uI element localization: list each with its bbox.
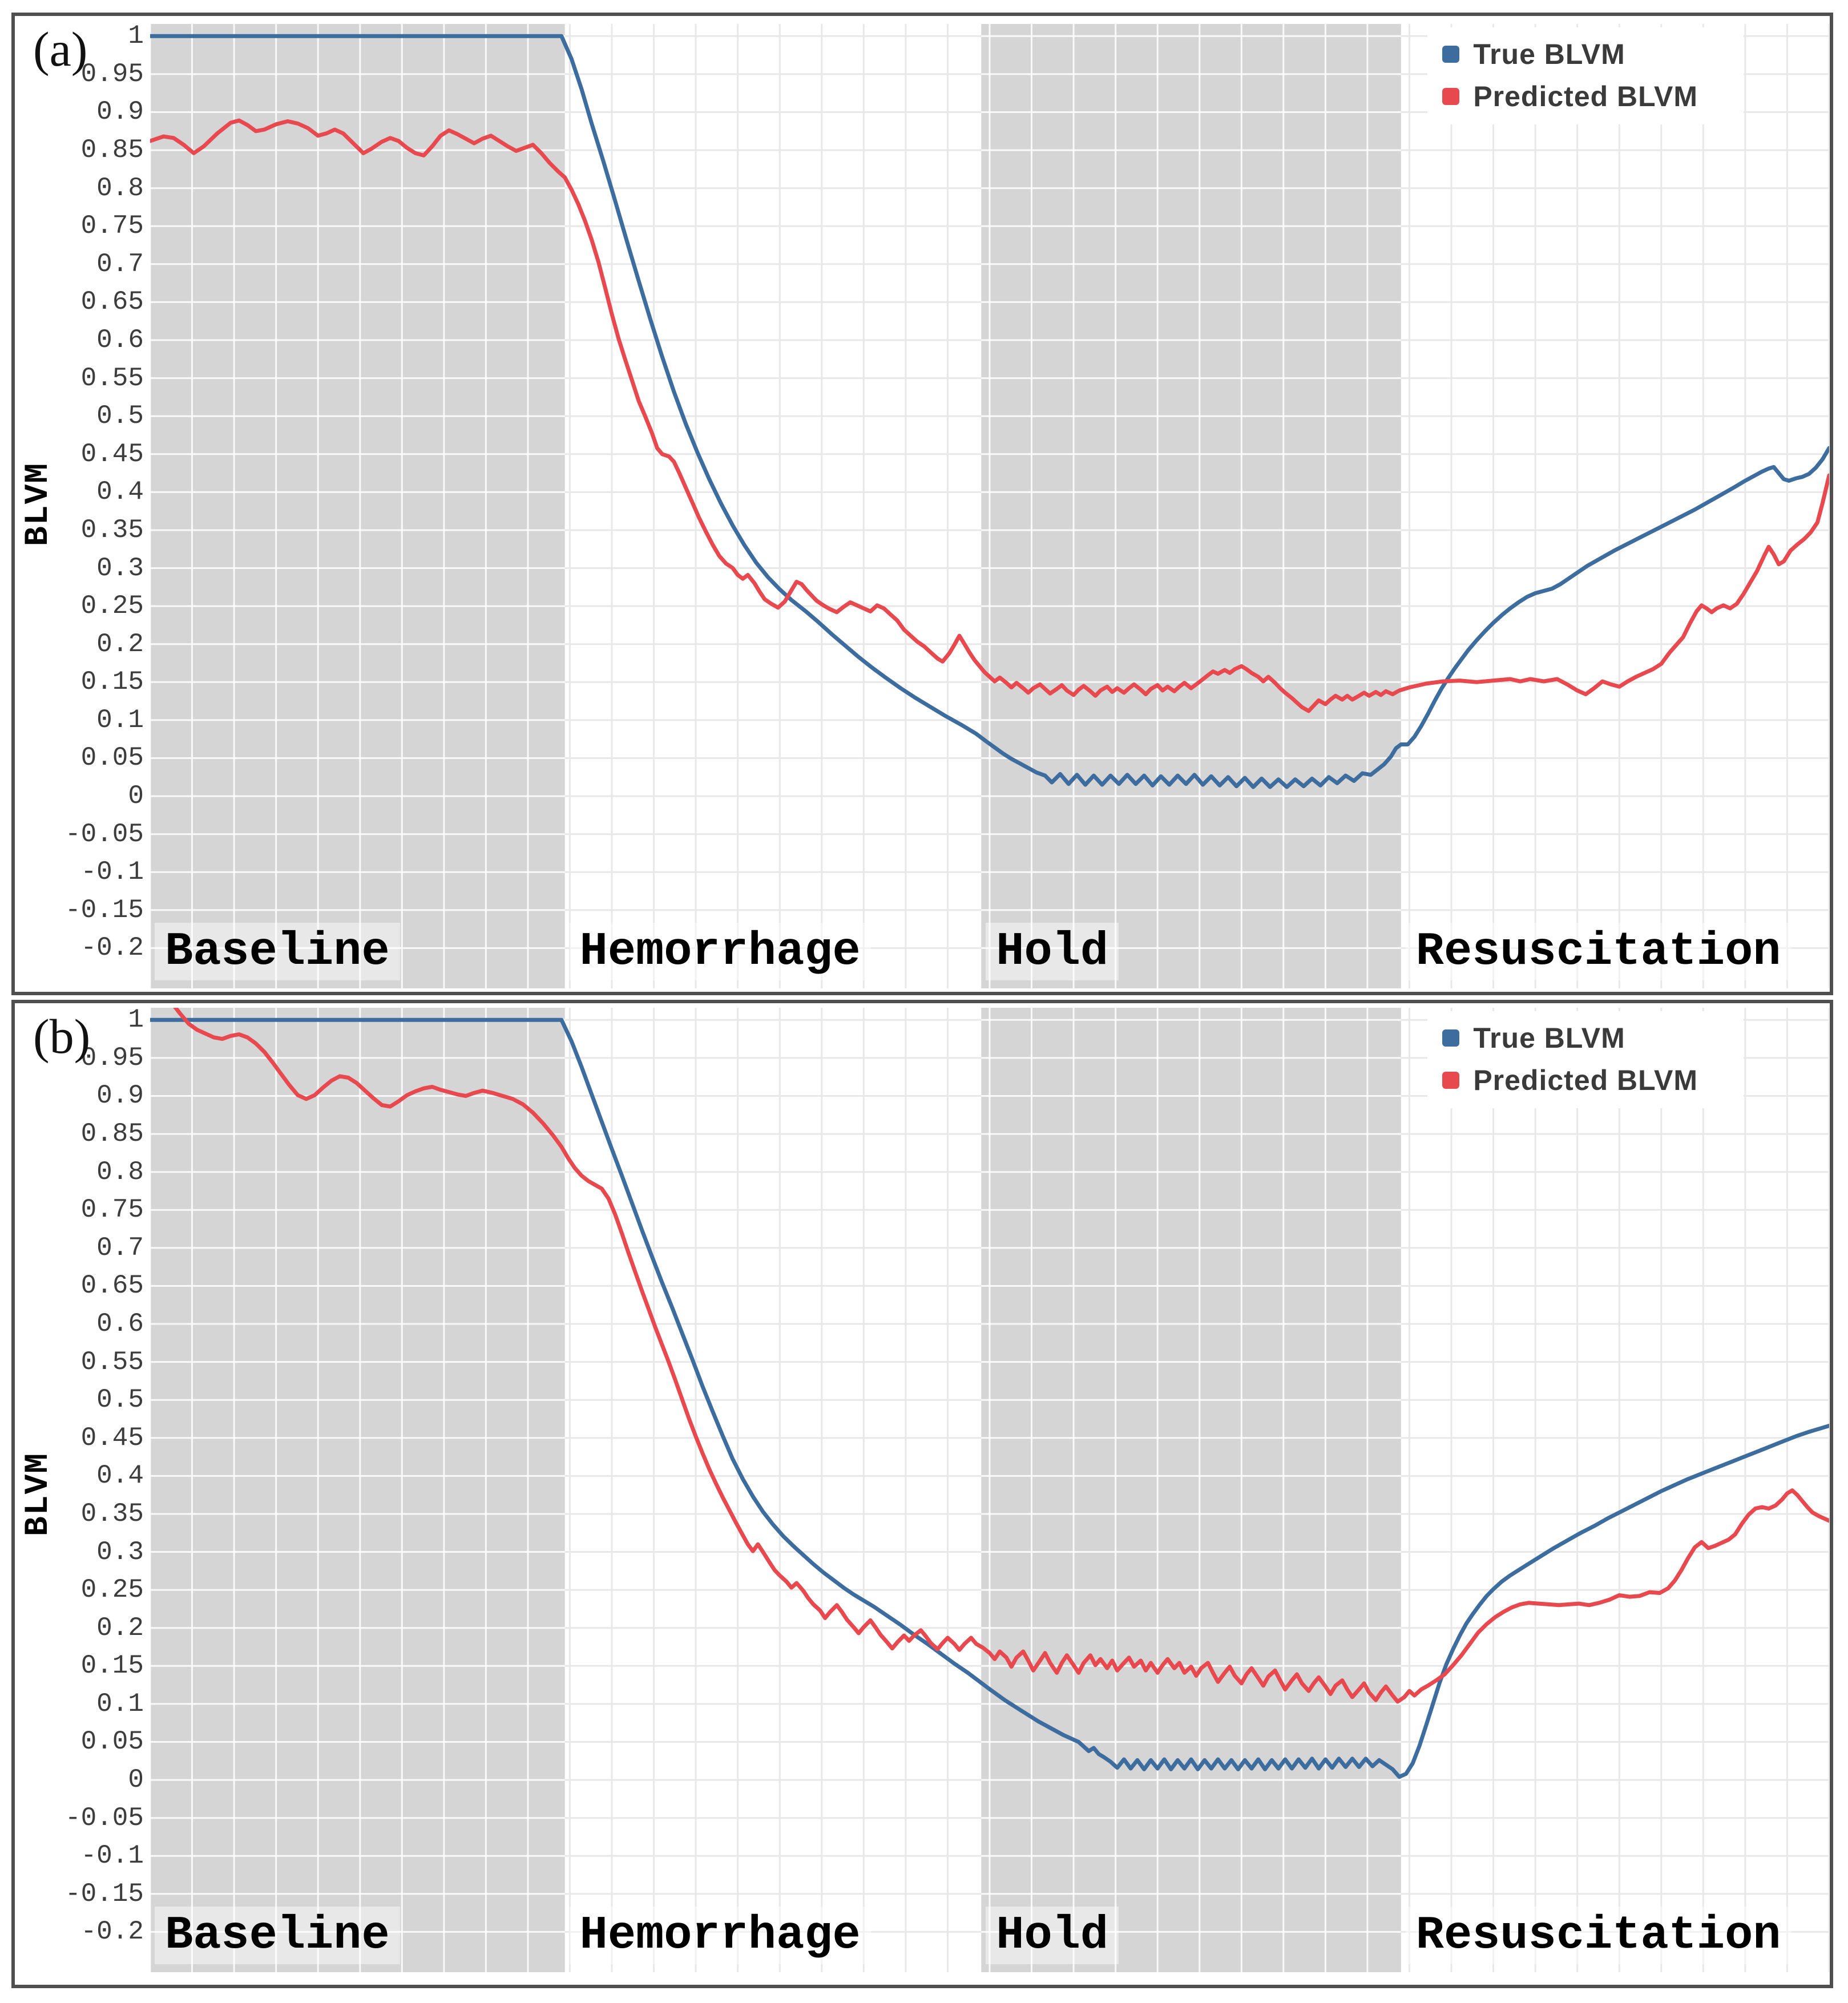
y-axis-tick-label: 0.3 — [96, 553, 144, 583]
y-axis-tick-label: 0.55 — [80, 1347, 144, 1377]
panel-a: (a) BLVM 1 0.95 0.9 0.85 0.8 0.75 0.7 0.65 0.6 0.… — [11, 13, 1833, 995]
true-blvm-swatch-icon — [1442, 46, 1460, 63]
y-axis-tick-label: 0.25 — [80, 1575, 144, 1605]
phase-label-resuscitation: Resuscitation — [1405, 923, 1791, 980]
y-axis-tick-label: 0.15 — [80, 1651, 144, 1681]
y-axis-tick-label: 0.4 — [96, 1461, 144, 1491]
y-axis-tick-label: 0.15 — [80, 667, 144, 697]
phase-label-resuscitation: Resuscitation — [1405, 1907, 1791, 1964]
legend: True BLVM Predicted BLVM — [1427, 27, 1744, 124]
y-axis-tick-label: 0.2 — [96, 1613, 144, 1643]
panel-a-tag: (a) — [33, 22, 88, 76]
panel-b-tag: (b) — [33, 1009, 91, 1064]
legend-item-predicted-blvm: Predicted BLVM — [1442, 1064, 1698, 1097]
y-axis-tick-labels: 1 0.95 0.9 0.85 0.8 0.75 0.7 0.65 0.6 0.55 0.5 0.45… — [15, 1003, 144, 1985]
y-axis-tick-label: 0.55 — [80, 363, 144, 393]
y-axis-tick-label: 0.4 — [96, 477, 144, 507]
true-blvm-swatch-icon — [1442, 1029, 1460, 1047]
y-axis-tick-label: 0.8 — [96, 173, 144, 203]
y-axis-title: BLVM — [20, 1452, 58, 1536]
y-axis-tick-label: 0 — [128, 1765, 144, 1795]
predicted-blvm-swatch-icon — [1442, 1072, 1460, 1089]
y-axis-tick-label: 0.3 — [96, 1537, 144, 1567]
y-axis-tick-label: 0 — [128, 781, 144, 811]
panel-b: (b) BLVM 1 0.95 0.9 0.85 0.8 0.75 0.7 0.65 0.6 0.… — [11, 1000, 1833, 1988]
y-axis-tick-label: 0.65 — [80, 287, 144, 317]
y-axis-tick-label: 0.85 — [80, 135, 144, 165]
y-axis-tick-label: -0.05 — [64, 819, 144, 849]
y-axis-tick-label: 0.1 — [96, 705, 144, 735]
y-axis-title: BLVM — [20, 462, 58, 546]
legend-label: True BLVM — [1473, 1022, 1625, 1054]
y-axis-tick-labels: 1 0.95 0.9 0.85 0.8 0.75 0.7 0.65 0.6 0.55 0.5 0.45… — [15, 16, 144, 992]
predicted-blvm-swatch-icon — [1442, 88, 1460, 105]
legend-item-true-blvm: True BLVM — [1442, 1021, 1698, 1055]
y-axis-tick-label: 0.05 — [80, 743, 144, 773]
phase-label-hold: Hold — [986, 923, 1119, 980]
y-axis-tick-label: 0.9 — [96, 97, 144, 127]
y-axis-tick-label: 0.65 — [80, 1271, 144, 1301]
legend-label: True BLVM — [1473, 38, 1625, 70]
y-axis-tick-label: 0.95 — [80, 59, 144, 89]
y-axis-tick-label: 0.7 — [96, 1233, 144, 1263]
y-axis-tick-label: 0.8 — [96, 1157, 144, 1187]
plot-area-a: Baseline Hemorrhage Hold Resuscitation T… — [150, 24, 1829, 988]
line-chart-a — [150, 24, 1829, 988]
y-axis-tick-label: 0.5 — [96, 401, 144, 431]
y-axis-tick-label: 1 — [128, 21, 144, 51]
y-axis-tick-label: -0.1 — [80, 1841, 144, 1871]
y-axis-tick-label: 0.75 — [80, 211, 144, 241]
y-axis-tick-label: 0.25 — [80, 591, 144, 621]
legend: True BLVM Predicted BLVM — [1427, 1011, 1744, 1108]
y-axis-tick-label: 0.85 — [80, 1119, 144, 1149]
y-axis-tick-label: -0.15 — [64, 895, 144, 925]
y-axis-tick-label: -0.05 — [64, 1803, 144, 1833]
y-axis-tick-label: 0.9 — [96, 1081, 144, 1111]
y-axis-tick-label: 0.95 — [80, 1043, 144, 1073]
phase-label-baseline: Baseline — [155, 923, 400, 980]
phase-label-hemorrhage: Hemorrhage — [569, 923, 871, 980]
y-axis-tick-label: 0.2 — [96, 629, 144, 659]
y-axis-tick-label: 0.45 — [80, 439, 144, 469]
phase-label-hold: Hold — [986, 1907, 1119, 1964]
y-axis-tick-label: 0.35 — [80, 1499, 144, 1529]
y-axis-tick-label: 0.6 — [96, 1309, 144, 1339]
y-axis-tick-label: 0.35 — [80, 515, 144, 545]
y-axis-tick-label: 0.45 — [80, 1423, 144, 1453]
phase-label-baseline: Baseline — [155, 1907, 400, 1964]
y-axis-tick-label: 0.75 — [80, 1195, 144, 1225]
y-axis-tick-label: 0.1 — [96, 1689, 144, 1719]
phase-label-hemorrhage: Hemorrhage — [569, 1907, 871, 1964]
plot-area-b: Baseline Hemorrhage Hold Resuscitation T… — [150, 1008, 1829, 1972]
y-axis-tick-label: 1 — [128, 1005, 144, 1035]
legend-label: Predicted BLVM — [1473, 1064, 1698, 1096]
y-axis-tick-label: -0.1 — [80, 857, 144, 887]
y-axis-tick-label: 0.05 — [80, 1727, 144, 1757]
legend-label: Predicted BLVM — [1473, 80, 1698, 112]
line-chart-b — [150, 1008, 1829, 1972]
legend-item-true-blvm: True BLVM — [1442, 38, 1698, 71]
y-axis-tick-label: 0.5 — [96, 1385, 144, 1415]
y-axis-tick-label: -0.2 — [80, 933, 144, 963]
y-axis-tick-label: 0.7 — [96, 249, 144, 279]
y-axis-tick-label: 0.6 — [96, 325, 144, 355]
y-axis-tick-label: -0.2 — [80, 1917, 144, 1947]
legend-item-predicted-blvm: Predicted BLVM — [1442, 80, 1698, 113]
y-axis-tick-label: -0.15 — [64, 1879, 144, 1909]
